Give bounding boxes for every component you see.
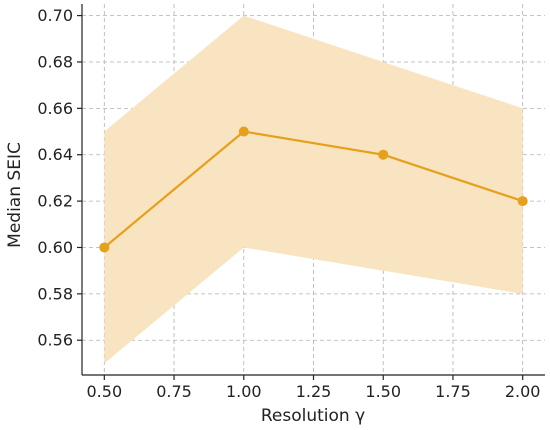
x-tick-label: 1.25: [296, 382, 332, 401]
x-tick-label: 1.50: [365, 382, 401, 401]
y-tick-label: 0.66: [37, 99, 73, 118]
x-tick-label: 2.00: [505, 382, 541, 401]
axes: [77, 4, 545, 380]
y-tick-label: 0.56: [37, 331, 73, 350]
y-tick-label: 0.64: [37, 145, 73, 164]
x-tick-label: 0.50: [87, 382, 123, 401]
confidence-band-layer: [104, 15, 523, 364]
x-axis-label: Resolution γ: [261, 406, 365, 426]
data-point: [378, 149, 389, 160]
y-axis-label: Median SEIC: [5, 142, 25, 248]
tick-labels: 0.50 0.75 1.00 1.25 1.50 1.75 2.00 0.56 0.58 0.60…: [37, 6, 540, 401]
series-line-layer: [103, 130, 524, 249]
x-tick-label: 1.75: [435, 382, 471, 401]
y-tick-label: 0.70: [37, 6, 73, 25]
data-point-layer: [99, 126, 528, 253]
data-point: [517, 196, 528, 207]
y-tick-label: 0.68: [37, 52, 73, 71]
x-tick-label: 0.75: [156, 382, 192, 401]
x-tick-label: 1.00: [226, 382, 262, 401]
y-tick-label: 0.58: [37, 284, 73, 303]
data-point: [99, 242, 110, 253]
confidence-band: [104, 15, 523, 364]
y-tick-label: 0.62: [37, 192, 73, 211]
y-tick-label: 0.60: [37, 238, 73, 257]
series-line: [103, 130, 524, 249]
data-point: [238, 126, 249, 137]
